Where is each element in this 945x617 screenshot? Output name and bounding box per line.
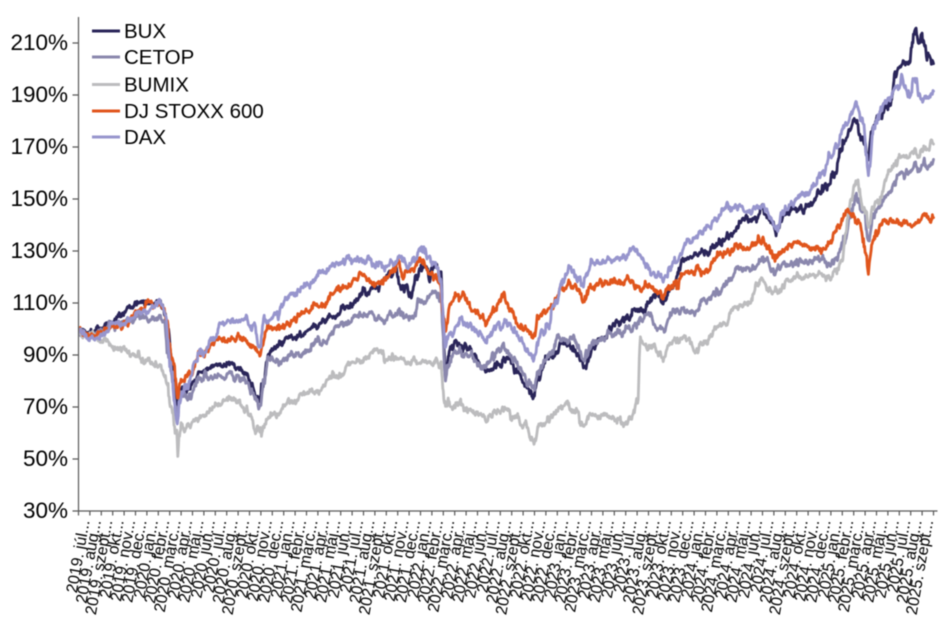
svg-text:70%: 70% (23, 394, 68, 419)
svg-text:150%: 150% (10, 186, 68, 211)
svg-text:DJ STOXX 600: DJ STOXX 600 (124, 100, 264, 123)
svg-text:190%: 190% (10, 82, 68, 107)
svg-text:30%: 30% (23, 498, 68, 523)
svg-text:CETOP: CETOP (124, 46, 194, 69)
svg-text:DAX: DAX (124, 126, 166, 149)
svg-text:BUX: BUX (124, 20, 166, 43)
svg-text:170%: 170% (10, 134, 68, 159)
svg-text:BUMIX: BUMIX (124, 74, 189, 97)
svg-text:50%: 50% (23, 446, 68, 471)
svg-text:130%: 130% (10, 238, 68, 263)
svg-text:90%: 90% (23, 342, 68, 367)
svg-text:210%: 210% (10, 30, 68, 55)
svg-text:110%: 110% (12, 290, 68, 315)
